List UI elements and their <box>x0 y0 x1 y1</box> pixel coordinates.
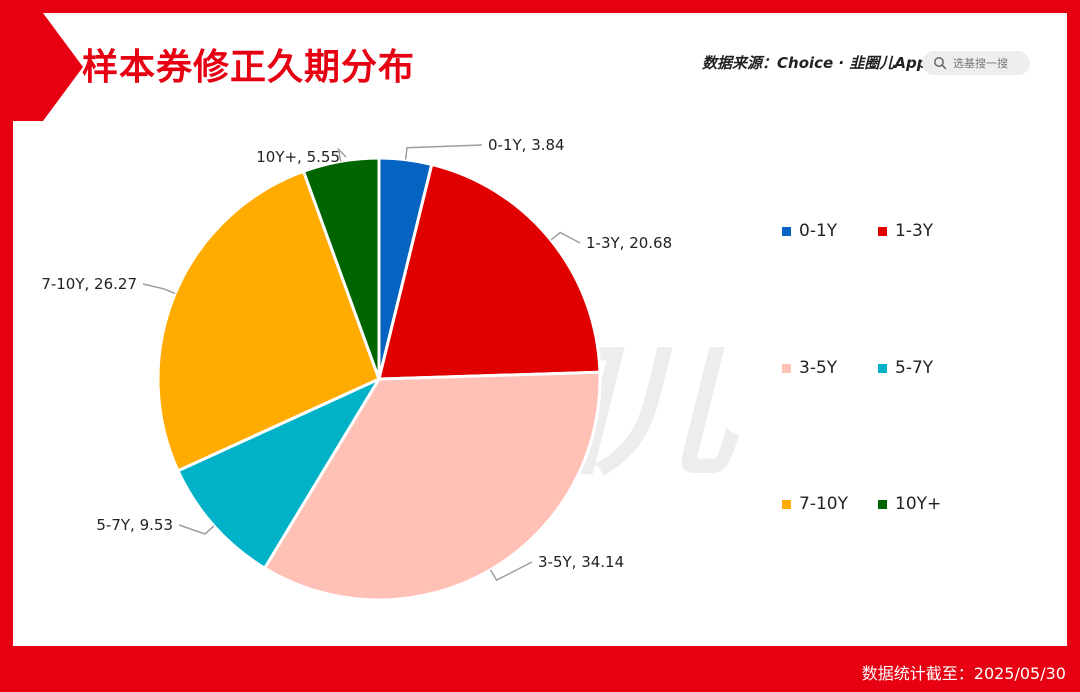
legend-item: 10Y+ <box>878 494 941 514</box>
page-title: 样本券修正久期分布 <box>82 47 416 88</box>
pie-slice-1-3y <box>377 162 602 381</box>
legend-label: 3-5Y <box>799 358 838 378</box>
legend-item: 7-10Y <box>782 494 848 514</box>
legend-swatch <box>782 499 791 509</box>
data-label: 0-1Y, 3.84 <box>488 136 565 154</box>
leader-line <box>178 524 215 535</box>
legend-label: 1-3Y <box>895 221 934 241</box>
legend-label: 5-7Y <box>895 358 934 378</box>
legend-label: 10Y+ <box>895 494 942 514</box>
search-placeholder: 选基搜一搜 <box>953 57 1008 70</box>
leader-line <box>337 147 347 162</box>
leader-line <box>550 231 581 244</box>
pie-slice-10y- <box>301 156 381 381</box>
pie-slice-3-5y <box>263 370 602 602</box>
data-label: 5-7Y, 9.53 <box>96 516 173 534</box>
data-label: 3-5Y, 34.14 <box>538 553 624 571</box>
legend-item: 5-7Y <box>878 358 933 378</box>
data-source: 数据来源：Choice · 韭圈儿App <box>702 54 928 72</box>
leader-line <box>404 144 483 160</box>
data-label: 1-3Y, 20.68 <box>586 234 672 252</box>
search-box[interactable]: 选基搜一搜 <box>922 51 1030 75</box>
legend-swatch <box>878 499 887 509</box>
legend-swatch <box>878 226 887 236</box>
legend-swatch <box>782 226 791 236</box>
legend-label: 7-10Y <box>799 494 848 514</box>
data-label: 7-10Y, 26.27 <box>41 275 137 293</box>
search-icon <box>934 57 947 70</box>
legend-item: 3-5Y <box>782 358 837 378</box>
legend-swatch <box>782 363 791 373</box>
legend-item: 0-1Y <box>782 221 837 241</box>
data-label: 10Y+, 5.55 <box>256 148 340 166</box>
legend-item: 1-3Y <box>878 221 933 241</box>
leader-line <box>142 283 176 295</box>
footer-date-note: 数据统计截至：2025/05/30 <box>861 664 1066 683</box>
legend-swatch <box>878 363 887 373</box>
pie-slice-5-7y <box>176 377 381 570</box>
legend-label: 0-1Y <box>799 221 838 241</box>
leader-line <box>489 561 533 582</box>
